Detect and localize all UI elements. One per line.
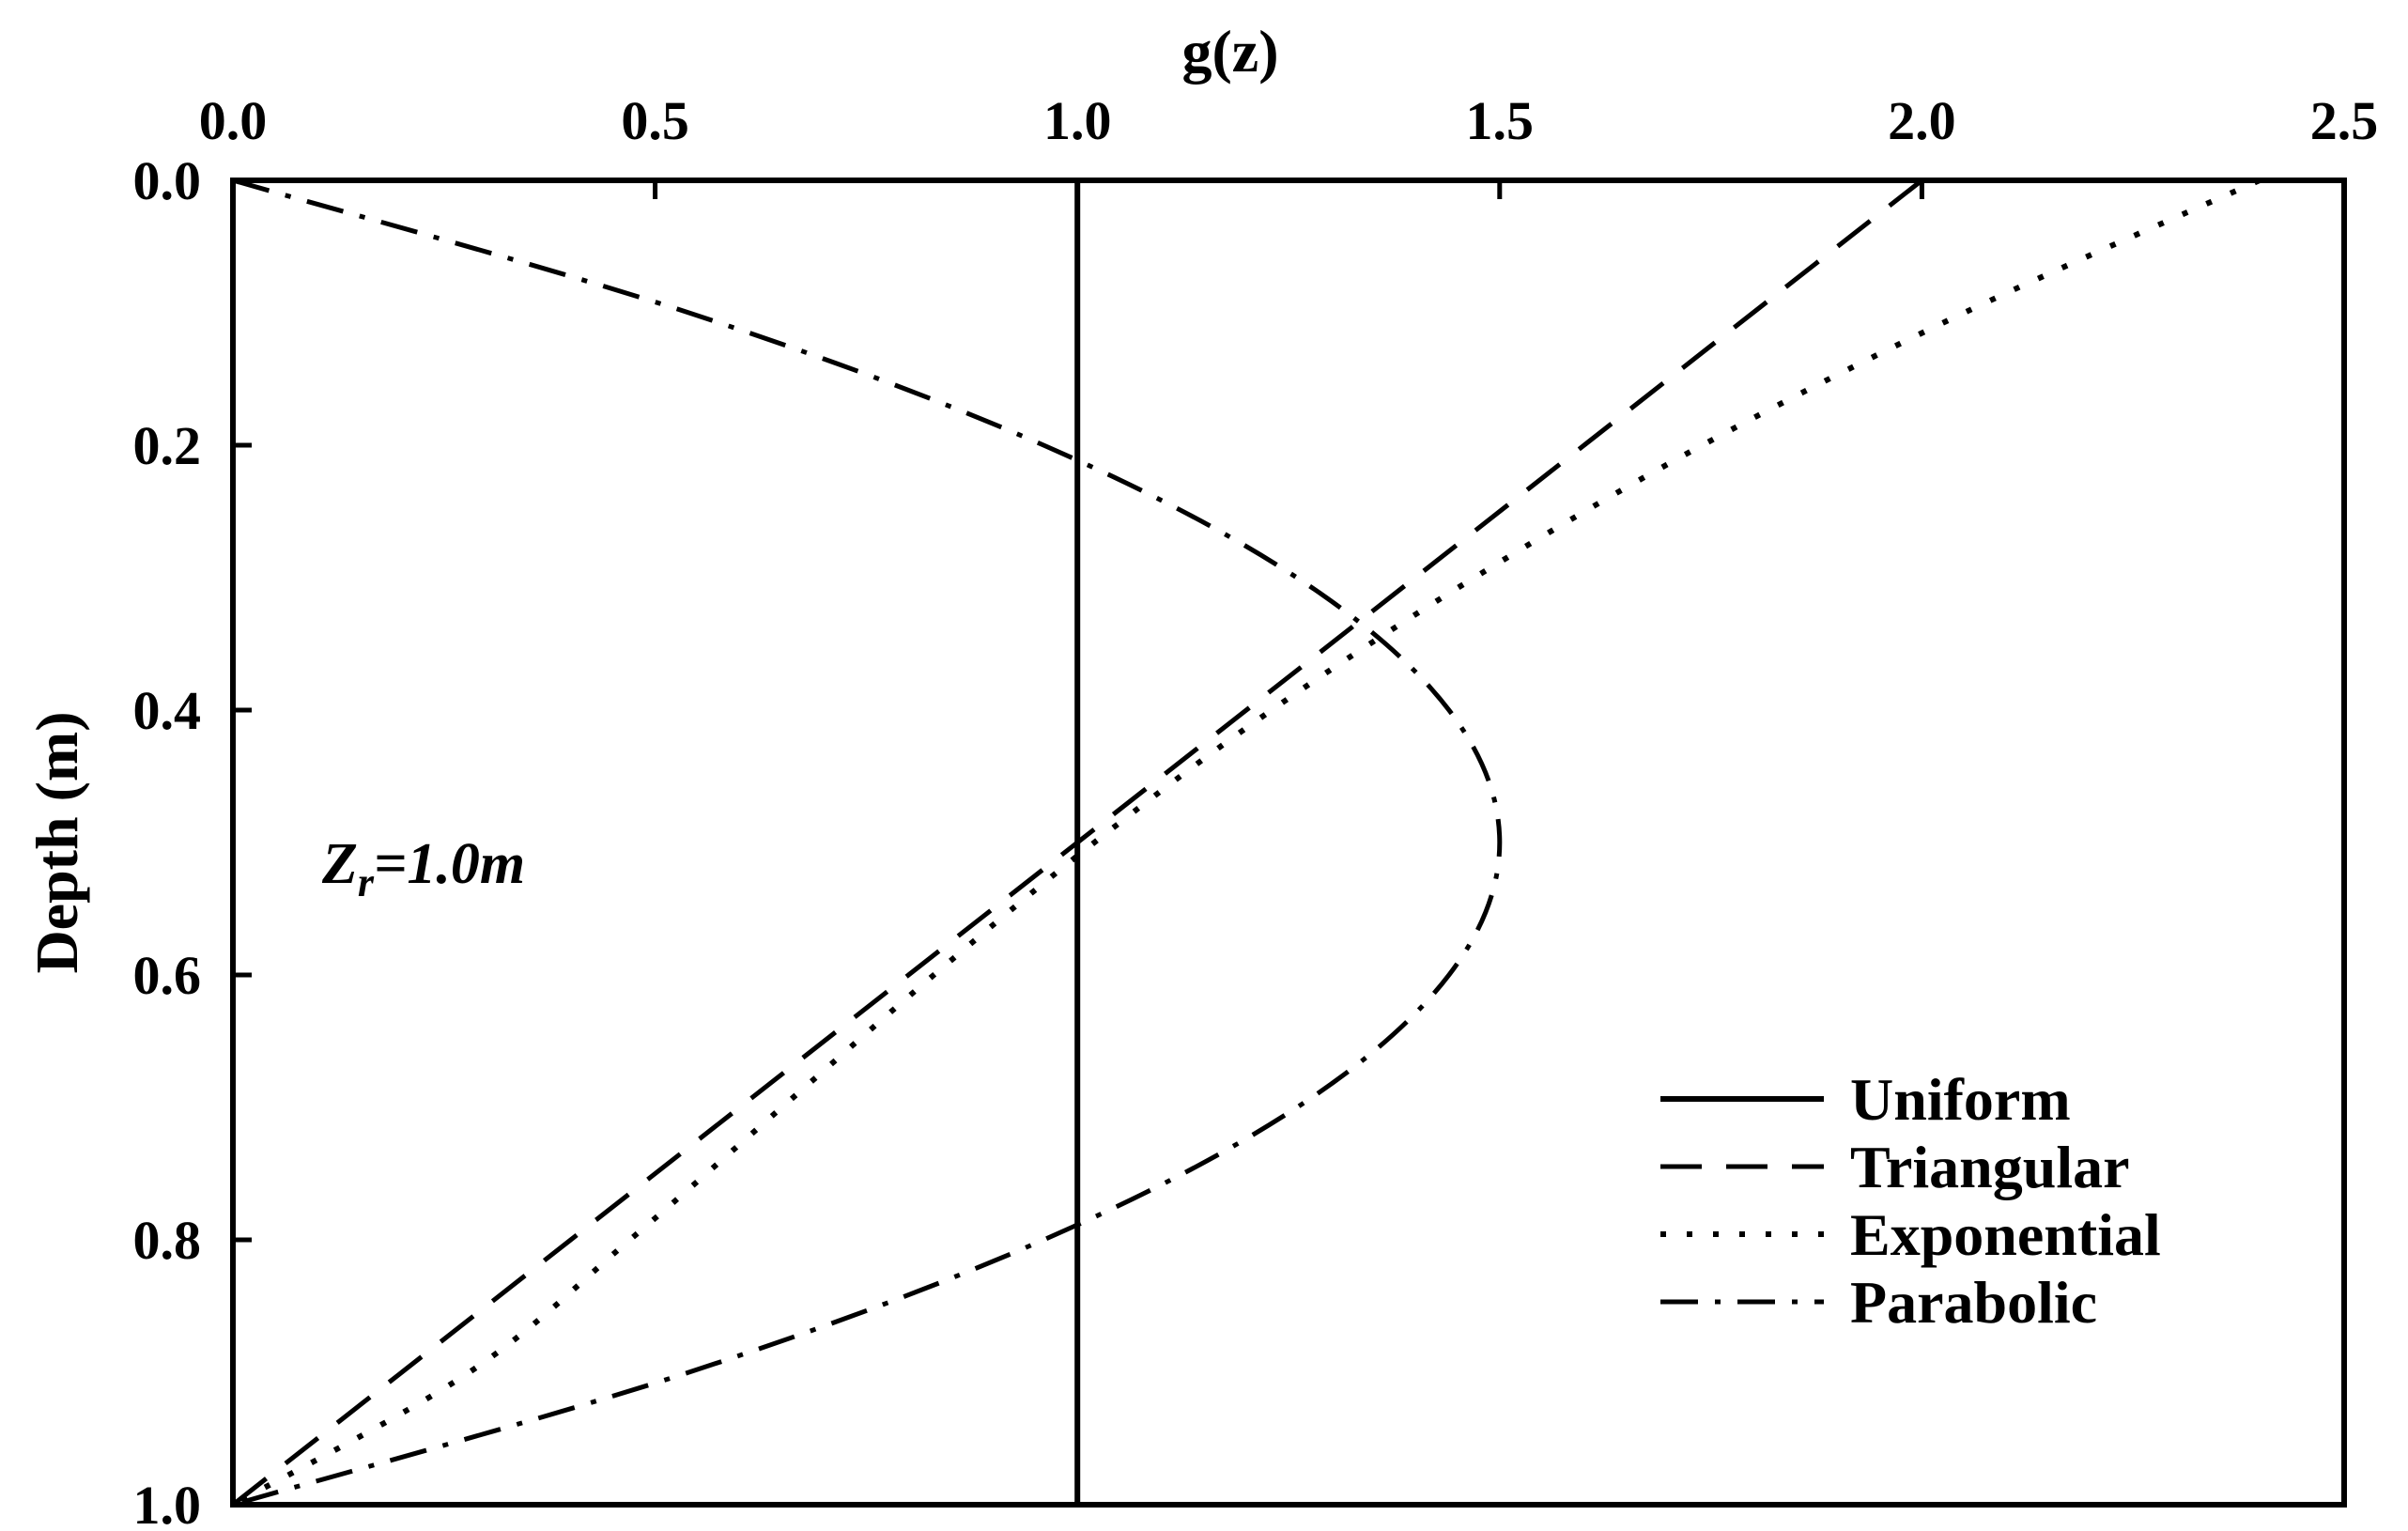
x-tick-label: 1.5 bbox=[1466, 90, 1535, 151]
zr-annotation: Zr=1.0m bbox=[321, 832, 525, 905]
annotation-main: Z bbox=[321, 832, 358, 896]
x-tick-label: 0.5 bbox=[621, 90, 689, 151]
legend-label-parabolic: Parabolic bbox=[1850, 1269, 2097, 1336]
legend-label-triangular: Triangular bbox=[1850, 1134, 2130, 1200]
x-tick-label: 2.0 bbox=[1888, 90, 1956, 151]
annotation-subscript: r bbox=[358, 859, 375, 905]
y-tick-label: 0.2 bbox=[133, 415, 202, 476]
y-tick-label: 0.4 bbox=[133, 680, 202, 741]
series-line-parabolic bbox=[232, 178, 1503, 1508]
series-line-exponential bbox=[231, 178, 2261, 1508]
y-tick-label: 0.8 bbox=[133, 1210, 202, 1271]
series-line-triangular bbox=[231, 178, 1923, 1507]
plot-frame bbox=[230, 178, 2347, 1508]
y-axis-title: Depth (m) bbox=[23, 711, 90, 973]
y-tick-label: 0.6 bbox=[133, 945, 202, 1006]
tick-layer: 0.0 0.5 1.0 1.5 2.0 2.5 0.0 0.2 0.4 0.6 0.8 1.0 bbox=[133, 90, 2379, 1531]
x-tick-label: 0.0 bbox=[199, 90, 268, 151]
x-axis-title: g(z) bbox=[1181, 18, 1278, 85]
legend-label-uniform: Uniform bbox=[1850, 1066, 2071, 1133]
y-tick-label: 0.0 bbox=[133, 150, 202, 211]
annotation-tail: =1.0m bbox=[374, 832, 525, 896]
y-tick-label: 1.0 bbox=[133, 1475, 202, 1531]
series-layer bbox=[231, 178, 2261, 1508]
x-tick-label: 1.0 bbox=[1043, 90, 1112, 151]
legend-label-exponential: Exponential bbox=[1850, 1201, 2161, 1268]
x-tick-label: 2.5 bbox=[2310, 90, 2379, 151]
